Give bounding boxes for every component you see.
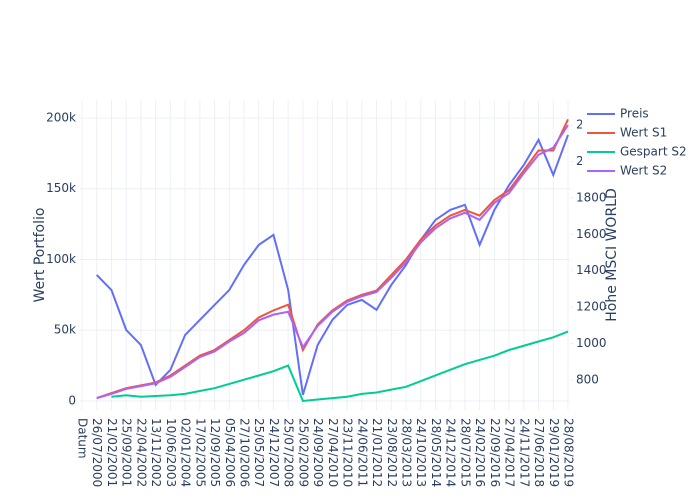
x-tick-label: 25/02/2009 bbox=[296, 418, 310, 487]
x-tick-label: 24/12/2014 bbox=[444, 418, 458, 487]
x-tick-label: 24/11/2017 bbox=[517, 418, 531, 487]
y-tick-label: 150k bbox=[46, 181, 76, 195]
x-tick-label: 05/04/2006 bbox=[223, 418, 237, 487]
x-tick-label: 27/10/2006 bbox=[238, 418, 252, 487]
x-tick-label: 24/09/2009 bbox=[311, 418, 325, 487]
x-tick-label: 17/02/2005 bbox=[193, 418, 207, 487]
legend-label: Gespart S2 bbox=[620, 145, 687, 159]
x-tick-label: 24/12/2007 bbox=[267, 418, 281, 487]
x-tick-label: 27/04/2010 bbox=[326, 418, 340, 487]
x-tick-label: 13/11/2002 bbox=[149, 418, 163, 487]
x-tick-label: 25/09/2001 bbox=[120, 418, 134, 487]
series-line bbox=[96, 118, 569, 400]
x-tick-label: 23/11/2010 bbox=[341, 418, 355, 487]
legend-label: Wert S2 bbox=[620, 164, 667, 178]
x-tick-label: 25/07/2008 bbox=[282, 418, 296, 487]
x-tick-label: 27/06/2018 bbox=[532, 418, 546, 487]
y2-tick-label: 1800 bbox=[576, 190, 607, 204]
x-tick-label: 12/09/2005 bbox=[208, 418, 222, 487]
x-tick-label: 24/02/2016 bbox=[473, 418, 487, 487]
legend: Preis Wert S1 Gespart S2 Wert S2 bbox=[582, 104, 692, 182]
legend-label: Wert S1 bbox=[620, 126, 667, 140]
x-tick-label: 28/05/2014 bbox=[429, 418, 443, 487]
x-tick-label: 29/01/2019 bbox=[547, 418, 561, 487]
x-tick-label: 21/01/2012 bbox=[370, 418, 384, 487]
y-tick-label: 50k bbox=[54, 323, 76, 337]
legend-background bbox=[582, 104, 692, 182]
x-tick-label: Datum bbox=[76, 418, 90, 459]
x-tick-label: 22/04/2002 bbox=[134, 418, 148, 487]
y2-axis-title: Höhe MSCI WORLD bbox=[604, 188, 620, 322]
y2-tick-label: 800 bbox=[576, 372, 599, 386]
x-tick-label: 24/10/2013 bbox=[414, 418, 428, 487]
y-tick-label: 0 bbox=[68, 393, 76, 407]
y-axis-title: Wert Portfolio bbox=[32, 208, 48, 303]
series-line bbox=[96, 124, 569, 400]
legend-label: Preis bbox=[620, 107, 649, 121]
x-tick-label: 26/07/2000 bbox=[90, 418, 104, 487]
x-tick-label: 28/03/2013 bbox=[400, 418, 414, 487]
x-tick-label: 28/08/2019 bbox=[562, 418, 576, 487]
x-tick-label: 02/01/2004 bbox=[179, 418, 193, 487]
x-tick-label: 23/08/2012 bbox=[385, 418, 399, 487]
x-tick-label: 25/05/2007 bbox=[252, 418, 266, 487]
y2-tick-label: 1000 bbox=[576, 336, 607, 350]
x-tick-label: 27/04/2017 bbox=[503, 418, 517, 487]
x-tick-label: 22/09/2016 bbox=[488, 418, 502, 487]
y2-tick-label: 1400 bbox=[576, 263, 607, 277]
y-tick-label: 200k bbox=[46, 110, 76, 124]
x-tick-label: 21/02/2001 bbox=[105, 418, 119, 487]
y2-tick-label: 1200 bbox=[576, 300, 607, 314]
series-line bbox=[111, 330, 569, 403]
y2-tick-label: 1600 bbox=[576, 227, 607, 241]
x-tick-label: 24/06/2011 bbox=[355, 418, 369, 487]
y-tick-label: 100k bbox=[46, 252, 76, 266]
x-tick-label: 28/07/2015 bbox=[458, 418, 472, 487]
series-line bbox=[96, 134, 569, 396]
x-tick-label: 10/06/2003 bbox=[164, 418, 178, 487]
